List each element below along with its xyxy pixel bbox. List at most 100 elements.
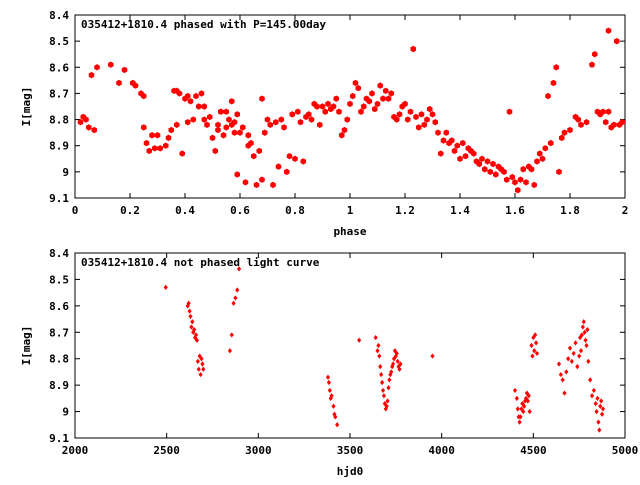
data-point	[242, 179, 249, 186]
data-point	[215, 121, 221, 128]
x-tick-label: 0.6	[230, 204, 250, 217]
data-point	[593, 401, 598, 407]
data-point	[234, 171, 241, 178]
data-point	[578, 121, 584, 128]
data-point	[186, 300, 191, 306]
data-point	[457, 155, 463, 162]
data-point	[532, 348, 537, 354]
data-point	[389, 369, 394, 375]
data-point	[484, 158, 491, 165]
data-point	[534, 340, 539, 346]
data-point	[223, 124, 230, 131]
data-point	[529, 342, 534, 349]
data-point	[327, 387, 332, 394]
data-point	[462, 152, 469, 160]
data-point	[580, 324, 585, 330]
data-point	[579, 332, 584, 338]
data-point	[571, 350, 576, 357]
data-point	[322, 108, 329, 115]
data-point	[195, 358, 200, 364]
data-point	[369, 90, 375, 97]
data-point	[300, 158, 307, 165]
data-point	[237, 266, 242, 272]
y-tick-label: 8.9	[49, 140, 69, 153]
x-tick-labels: 0 0.2 0.4 0.6 0.8 1 1.2 1.4 1.6 1.8 2	[72, 204, 629, 217]
data-point	[250, 152, 257, 160]
data-point	[380, 95, 386, 102]
x-tick-label: 1.2	[395, 204, 415, 217]
data-point	[421, 121, 428, 128]
data-point	[523, 395, 529, 401]
data-point	[600, 411, 605, 417]
x-tick-label: 3000	[245, 444, 272, 457]
data-point	[501, 168, 507, 176]
data-point	[582, 329, 587, 335]
data-point	[237, 129, 243, 136]
x-axis-label: hjd0	[337, 465, 364, 478]
data-point	[377, 353, 382, 359]
data-point	[598, 403, 603, 409]
data-point	[470, 150, 477, 157]
data-point	[410, 45, 417, 53]
data-point	[297, 118, 304, 126]
data-point	[594, 408, 599, 415]
data-point	[536, 150, 543, 157]
data-point	[278, 116, 285, 123]
data-point	[479, 155, 485, 162]
data-point	[233, 295, 238, 301]
data-point	[245, 132, 252, 139]
data-point	[256, 147, 263, 155]
data-point	[581, 319, 586, 325]
data-point	[335, 422, 340, 428]
data-point	[380, 379, 385, 386]
y-axis-label: I[mag]	[20, 326, 33, 366]
data-point	[533, 332, 538, 338]
data-point	[77, 118, 84, 126]
data-point	[393, 116, 400, 123]
data-point	[189, 324, 194, 330]
data-point	[83, 116, 89, 123]
data-point	[577, 353, 582, 359]
data-point	[143, 139, 150, 147]
data-point	[527, 408, 532, 415]
y-tick-label: 9	[62, 166, 69, 179]
data-point	[198, 371, 203, 378]
data-point	[526, 393, 531, 399]
data-point	[413, 113, 419, 121]
x-tick-label: 0.4	[175, 204, 195, 217]
data-point	[326, 379, 331, 386]
data-point	[391, 361, 396, 367]
data-point	[140, 92, 147, 100]
data-point	[385, 398, 390, 404]
data-point	[481, 166, 488, 173]
data-point	[556, 168, 562, 176]
data-point	[270, 181, 276, 189]
data-point	[388, 90, 395, 97]
data-point	[443, 129, 450, 136]
y-tick-label: 8.4	[49, 9, 69, 22]
data-point	[575, 116, 582, 123]
data-point	[520, 401, 525, 407]
data-point	[193, 92, 199, 100]
data-point	[212, 147, 219, 155]
data-point	[227, 348, 232, 354]
x-tick-label: 0	[72, 204, 79, 217]
data-point	[294, 108, 301, 115]
x-tick-label: 2	[622, 204, 629, 217]
data-point	[217, 108, 224, 115]
data-point	[451, 147, 458, 155]
data-point	[430, 353, 435, 359]
data-point	[390, 364, 395, 370]
data-point	[517, 176, 524, 183]
phased-light-curve-panel: 0 0.2 0.4 0.6 0.8 1 1.2 1.4 1.6 1.8 2 8.4 8.5 8.6 8.7…	[20, 9, 628, 238]
data-point	[518, 414, 523, 420]
data-point	[248, 139, 254, 147]
y-tick-labels: 8.4 8.5 8.6 8.7 8.8 8.9 9 9.1	[49, 247, 69, 445]
data-point	[418, 111, 425, 118]
data-point	[200, 361, 205, 367]
y-tick-label: 8.9	[49, 379, 69, 392]
data-point	[371, 105, 378, 113]
data-point	[394, 350, 399, 357]
data-point	[402, 100, 408, 108]
data-point	[585, 327, 590, 333]
